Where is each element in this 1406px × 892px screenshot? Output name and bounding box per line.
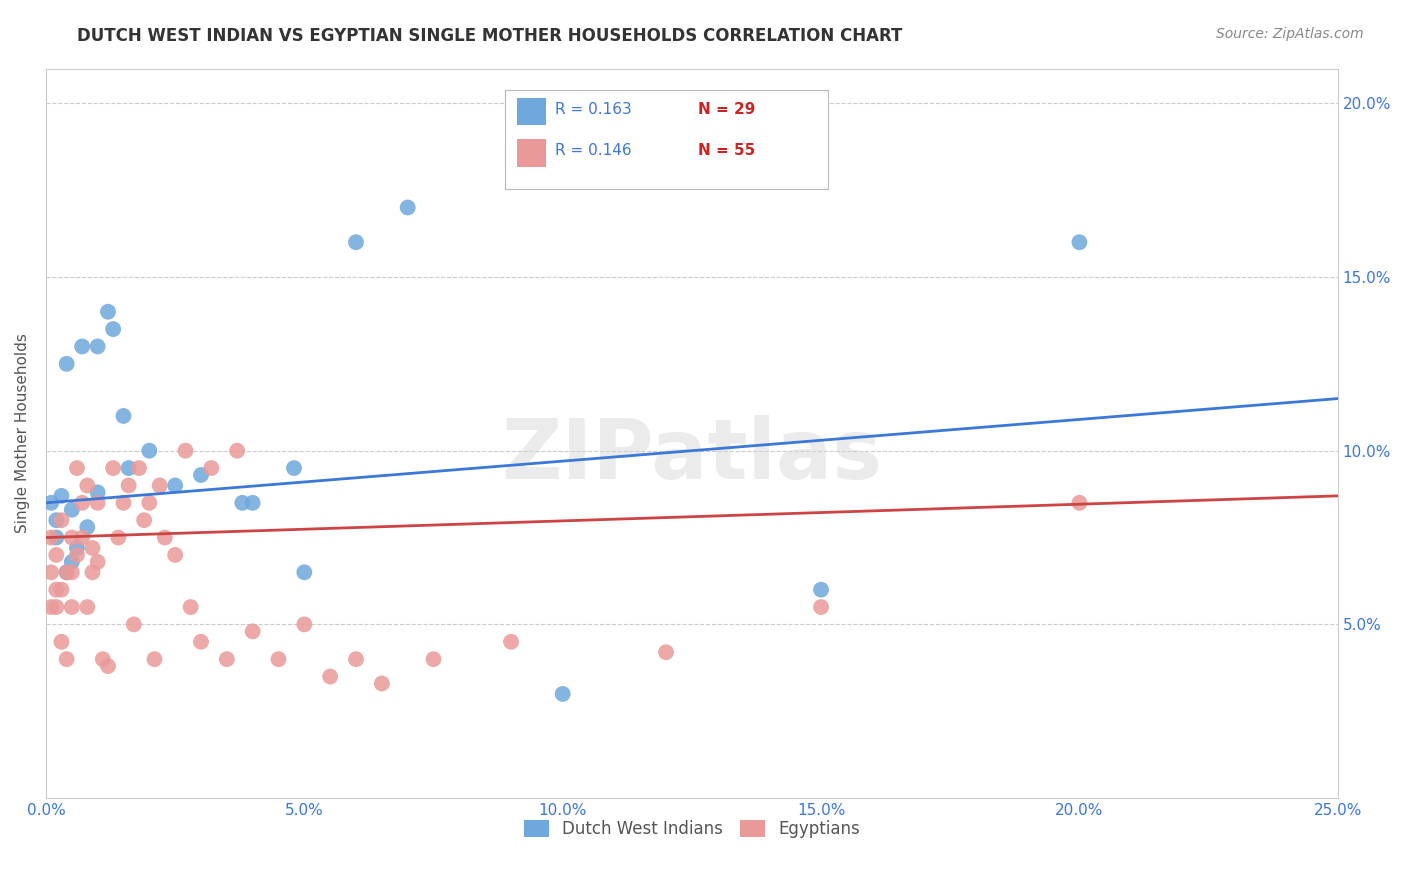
Text: R = 0.163: R = 0.163: [555, 102, 631, 117]
Point: [138, 496, 160, 510]
Point: [101, 461, 124, 475]
Point: [165, 478, 187, 492]
Point: [76, 520, 98, 534]
Point: [45, 600, 67, 615]
Point: [55, 357, 77, 371]
Point: [267, 652, 290, 666]
Point: [1069, 496, 1091, 510]
Point: [499, 634, 522, 648]
Point: [180, 600, 202, 615]
Point: [153, 531, 176, 545]
Point: [231, 496, 253, 510]
Point: [138, 443, 160, 458]
Point: [117, 461, 139, 475]
Point: [45, 582, 67, 597]
Point: [55, 652, 77, 666]
Point: [70, 496, 93, 510]
Point: [283, 461, 305, 475]
Point: [112, 409, 135, 423]
Point: [97, 304, 120, 318]
Point: [39, 496, 62, 510]
Point: [226, 443, 249, 458]
Point: [344, 652, 367, 666]
Point: [396, 201, 419, 215]
Point: [60, 502, 83, 516]
Point: [51, 582, 73, 597]
Point: [810, 600, 832, 615]
Point: [76, 478, 98, 492]
Point: [86, 496, 108, 510]
Point: [51, 513, 73, 527]
Point: [117, 478, 139, 492]
Point: [422, 652, 444, 666]
Bar: [517, 98, 546, 126]
Point: [60, 600, 83, 615]
Text: DUTCH WEST INDIAN VS EGYPTIAN SINGLE MOTHER HOUSEHOLDS CORRELATION CHART: DUTCH WEST INDIAN VS EGYPTIAN SINGLE MOT…: [77, 27, 903, 45]
Point: [60, 531, 83, 545]
Legend: Dutch West Indians, Egyptians: Dutch West Indians, Egyptians: [517, 813, 866, 845]
Point: [292, 617, 315, 632]
Point: [190, 468, 212, 483]
Point: [55, 566, 77, 580]
Point: [292, 566, 315, 580]
Point: [51, 489, 73, 503]
FancyBboxPatch shape: [505, 90, 828, 189]
Point: [45, 531, 67, 545]
Point: [149, 478, 172, 492]
Point: [70, 531, 93, 545]
Point: [97, 659, 120, 673]
Point: [165, 548, 187, 562]
Point: [215, 652, 238, 666]
Point: [45, 513, 67, 527]
Text: N = 55: N = 55: [699, 144, 755, 159]
Point: [371, 676, 394, 690]
Point: [107, 531, 129, 545]
Point: [112, 496, 135, 510]
Point: [86, 485, 108, 500]
Text: R = 0.146: R = 0.146: [555, 144, 631, 159]
Point: [242, 624, 264, 639]
Point: [551, 687, 574, 701]
Point: [60, 566, 83, 580]
Point: [86, 339, 108, 353]
Text: ZIPatlas: ZIPatlas: [502, 415, 883, 496]
Point: [66, 461, 89, 475]
Point: [101, 322, 124, 336]
Point: [70, 339, 93, 353]
Point: [45, 548, 67, 562]
Point: [143, 652, 166, 666]
Point: [200, 461, 222, 475]
Point: [66, 541, 89, 555]
Point: [134, 513, 156, 527]
Point: [810, 582, 832, 597]
Point: [51, 634, 73, 648]
Text: Source: ZipAtlas.com: Source: ZipAtlas.com: [1216, 27, 1364, 41]
Point: [122, 617, 145, 632]
Point: [82, 541, 104, 555]
Point: [319, 669, 342, 683]
Point: [344, 235, 367, 250]
Point: [91, 652, 114, 666]
Point: [242, 496, 264, 510]
Bar: [517, 139, 546, 167]
Point: [1069, 235, 1091, 250]
Point: [39, 566, 62, 580]
Point: [174, 443, 197, 458]
Point: [128, 461, 150, 475]
Point: [39, 531, 62, 545]
Text: N = 29: N = 29: [699, 102, 755, 117]
Point: [190, 634, 212, 648]
Point: [655, 645, 678, 659]
Point: [55, 566, 77, 580]
Point: [86, 555, 108, 569]
Point: [66, 548, 89, 562]
Y-axis label: Single Mother Households: Single Mother Households: [15, 334, 30, 533]
Point: [60, 555, 83, 569]
Point: [39, 600, 62, 615]
Point: [82, 566, 104, 580]
Point: [76, 600, 98, 615]
